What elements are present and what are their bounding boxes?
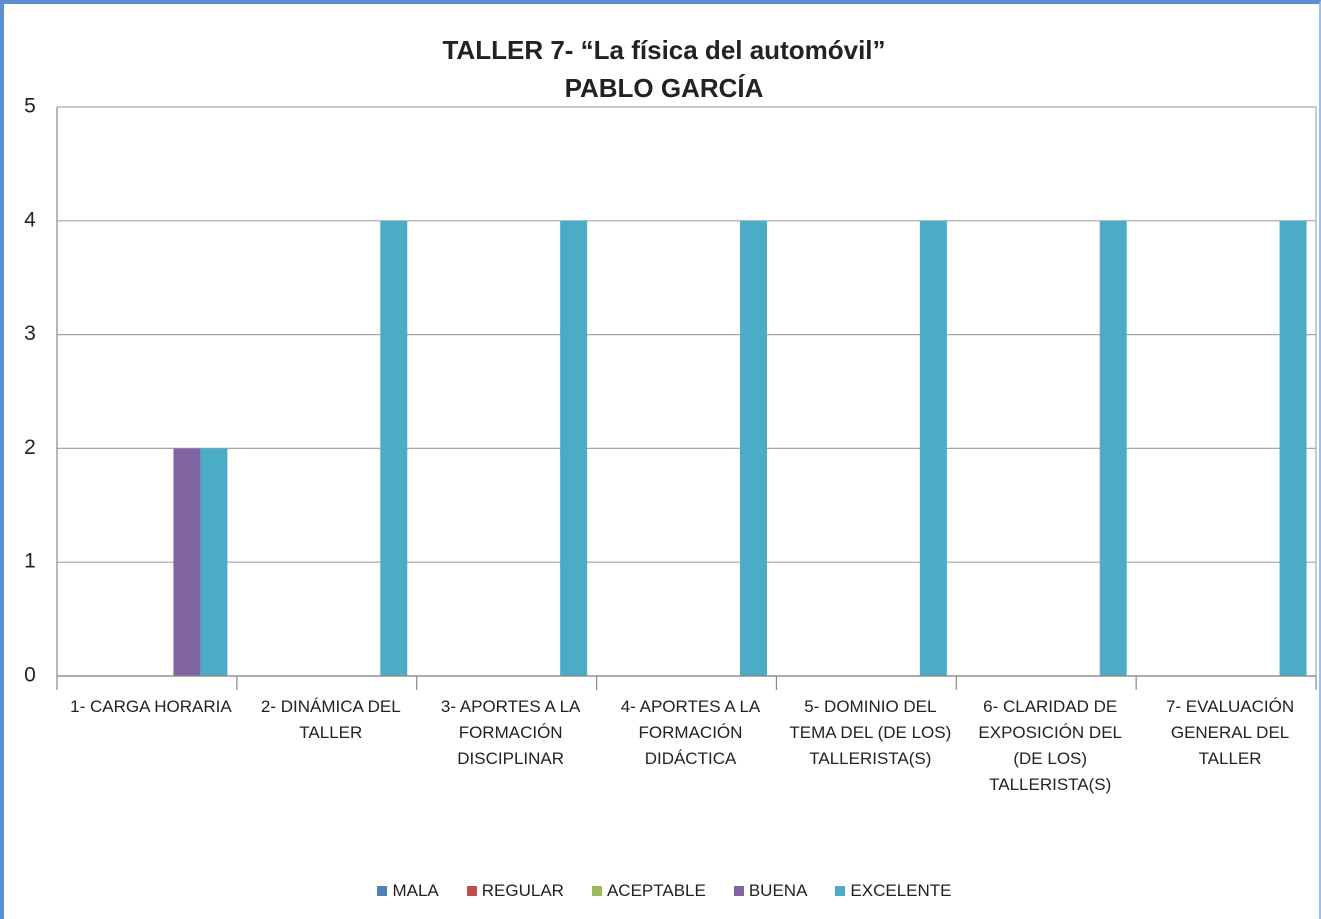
bar xyxy=(173,448,201,676)
x-tick-label: 3- APORTES A LA FORMACIÓN DISCIPLINAR xyxy=(440,697,581,768)
legend: MALA REGULAR ACEPTABLE BUENA EXCELENTE xyxy=(4,881,1319,901)
chart-subtitle: PABLO GARCÍA xyxy=(565,73,764,103)
legend-swatch xyxy=(835,886,846,896)
y-tick-label: 2 xyxy=(24,436,36,459)
bar xyxy=(919,220,947,677)
legend-swatch xyxy=(466,886,477,896)
y-tick-label: 1 xyxy=(24,550,36,573)
legend-label: EXCELENTE xyxy=(850,881,952,900)
chart: TALLER 7- “La física del automóvil” PABL… xyxy=(24,35,1317,690)
legend-swatch xyxy=(733,886,744,896)
x-tick-label: 2- DINÁMICA DEL TALLER xyxy=(260,697,401,742)
legend-item: BUENA xyxy=(733,881,808,901)
bar xyxy=(560,220,588,677)
x-tick-label: 5- DOMINIO DEL TEMA DEL (DE LOS) TALLERI… xyxy=(789,697,952,768)
y-tick-label: 3 xyxy=(24,322,36,345)
bar xyxy=(380,220,408,677)
legend-item: MALA xyxy=(377,881,439,901)
y-tick-label: 4 xyxy=(24,208,36,231)
legend-swatch xyxy=(591,886,602,896)
legend-label: BUENA xyxy=(748,881,808,900)
chart-title: TALLER 7- “La física del automóvil” xyxy=(442,35,885,65)
legend-item: REGULAR xyxy=(466,881,564,901)
legend-item: EXCELENTE xyxy=(835,881,952,901)
y-tick-label: 0 xyxy=(24,664,36,687)
legend-label: REGULAR xyxy=(481,881,564,900)
legend-swatch xyxy=(377,886,388,896)
legend-label: MALA xyxy=(392,881,439,900)
x-tick-label: 6- CLARIDAD DE EXPOSICIÓN DEL (DE LOS) T… xyxy=(978,697,1122,794)
bar xyxy=(740,220,767,677)
bar xyxy=(1279,220,1307,677)
x-tick-label: 7- EVALUACIÓN GENERAL DEL TALLER xyxy=(1165,697,1295,768)
bar xyxy=(200,448,228,676)
legend-label: ACEPTABLE xyxy=(606,881,706,900)
y-tick-label: 5 xyxy=(24,95,36,118)
legend-item: ACEPTABLE xyxy=(591,881,706,901)
x-tick-label: 4- APORTES A LA FORMACIÓN DIDÁCTICA xyxy=(620,697,761,768)
bar xyxy=(1099,220,1127,677)
x-tick-label: 1- CARGA HORARIA xyxy=(70,697,232,716)
